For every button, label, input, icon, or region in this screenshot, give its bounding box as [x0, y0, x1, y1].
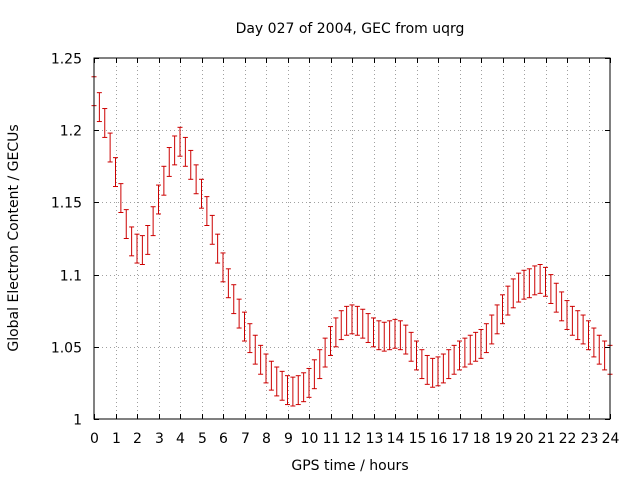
- x-tick-label: 2: [133, 431, 142, 447]
- x-tick-label: 17: [452, 431, 470, 447]
- x-tick-label: 21: [538, 431, 556, 447]
- y-tick-label: 1: [73, 413, 82, 429]
- x-tick-label: 0: [90, 431, 99, 447]
- x-tick-label: 10: [301, 431, 319, 447]
- x-tick-label: 16: [430, 431, 448, 447]
- x-tick-label: 1: [112, 431, 121, 447]
- y-tick-label: 1.05: [51, 341, 82, 357]
- y-tick-label: 1.25: [51, 52, 82, 68]
- y-tick-label: 1.1: [60, 269, 82, 285]
- x-tick-label: 14: [387, 431, 405, 447]
- x-tick-label: 13: [366, 431, 384, 447]
- x-tick-label: 23: [581, 431, 599, 447]
- x-tick-label: 24: [602, 431, 620, 447]
- grid-lines: [94, 58, 610, 419]
- x-tick-label: 19: [495, 431, 513, 447]
- x-tick-label: 4: [176, 431, 185, 447]
- x-tick-label: 7: [241, 431, 250, 447]
- x-tick-label: 15: [409, 431, 427, 447]
- x-tick-label: 22: [559, 431, 577, 447]
- y-tick-label: 1.15: [51, 196, 82, 212]
- x-tick-label: 3: [155, 431, 164, 447]
- gec-series: [91, 76, 613, 407]
- x-tick-label: 6: [219, 431, 228, 447]
- x-tick-label: 9: [284, 431, 293, 447]
- chart-title: Day 027 of 2004, GEC from uqrg: [236, 21, 465, 37]
- axis-ticks: 0 1 2 3 4 5 6 7 8 9 10 11 12 13 14 15 16 17 18 19 20 21 22 23 24…: [51, 52, 620, 448]
- y-axis-label: Global Electron Content / GECUs: [6, 124, 22, 351]
- y-tick-label: 1.2: [60, 124, 82, 140]
- x-tick-label: 18: [473, 431, 491, 447]
- x-tick-label: 11: [323, 431, 341, 447]
- x-tick-label: 12: [344, 431, 362, 447]
- x-axis-label: GPS time / hours: [291, 458, 408, 474]
- x-tick-label: 8: [262, 431, 271, 447]
- x-tick-label: 20: [516, 431, 534, 447]
- x-tick-label: 5: [198, 431, 207, 447]
